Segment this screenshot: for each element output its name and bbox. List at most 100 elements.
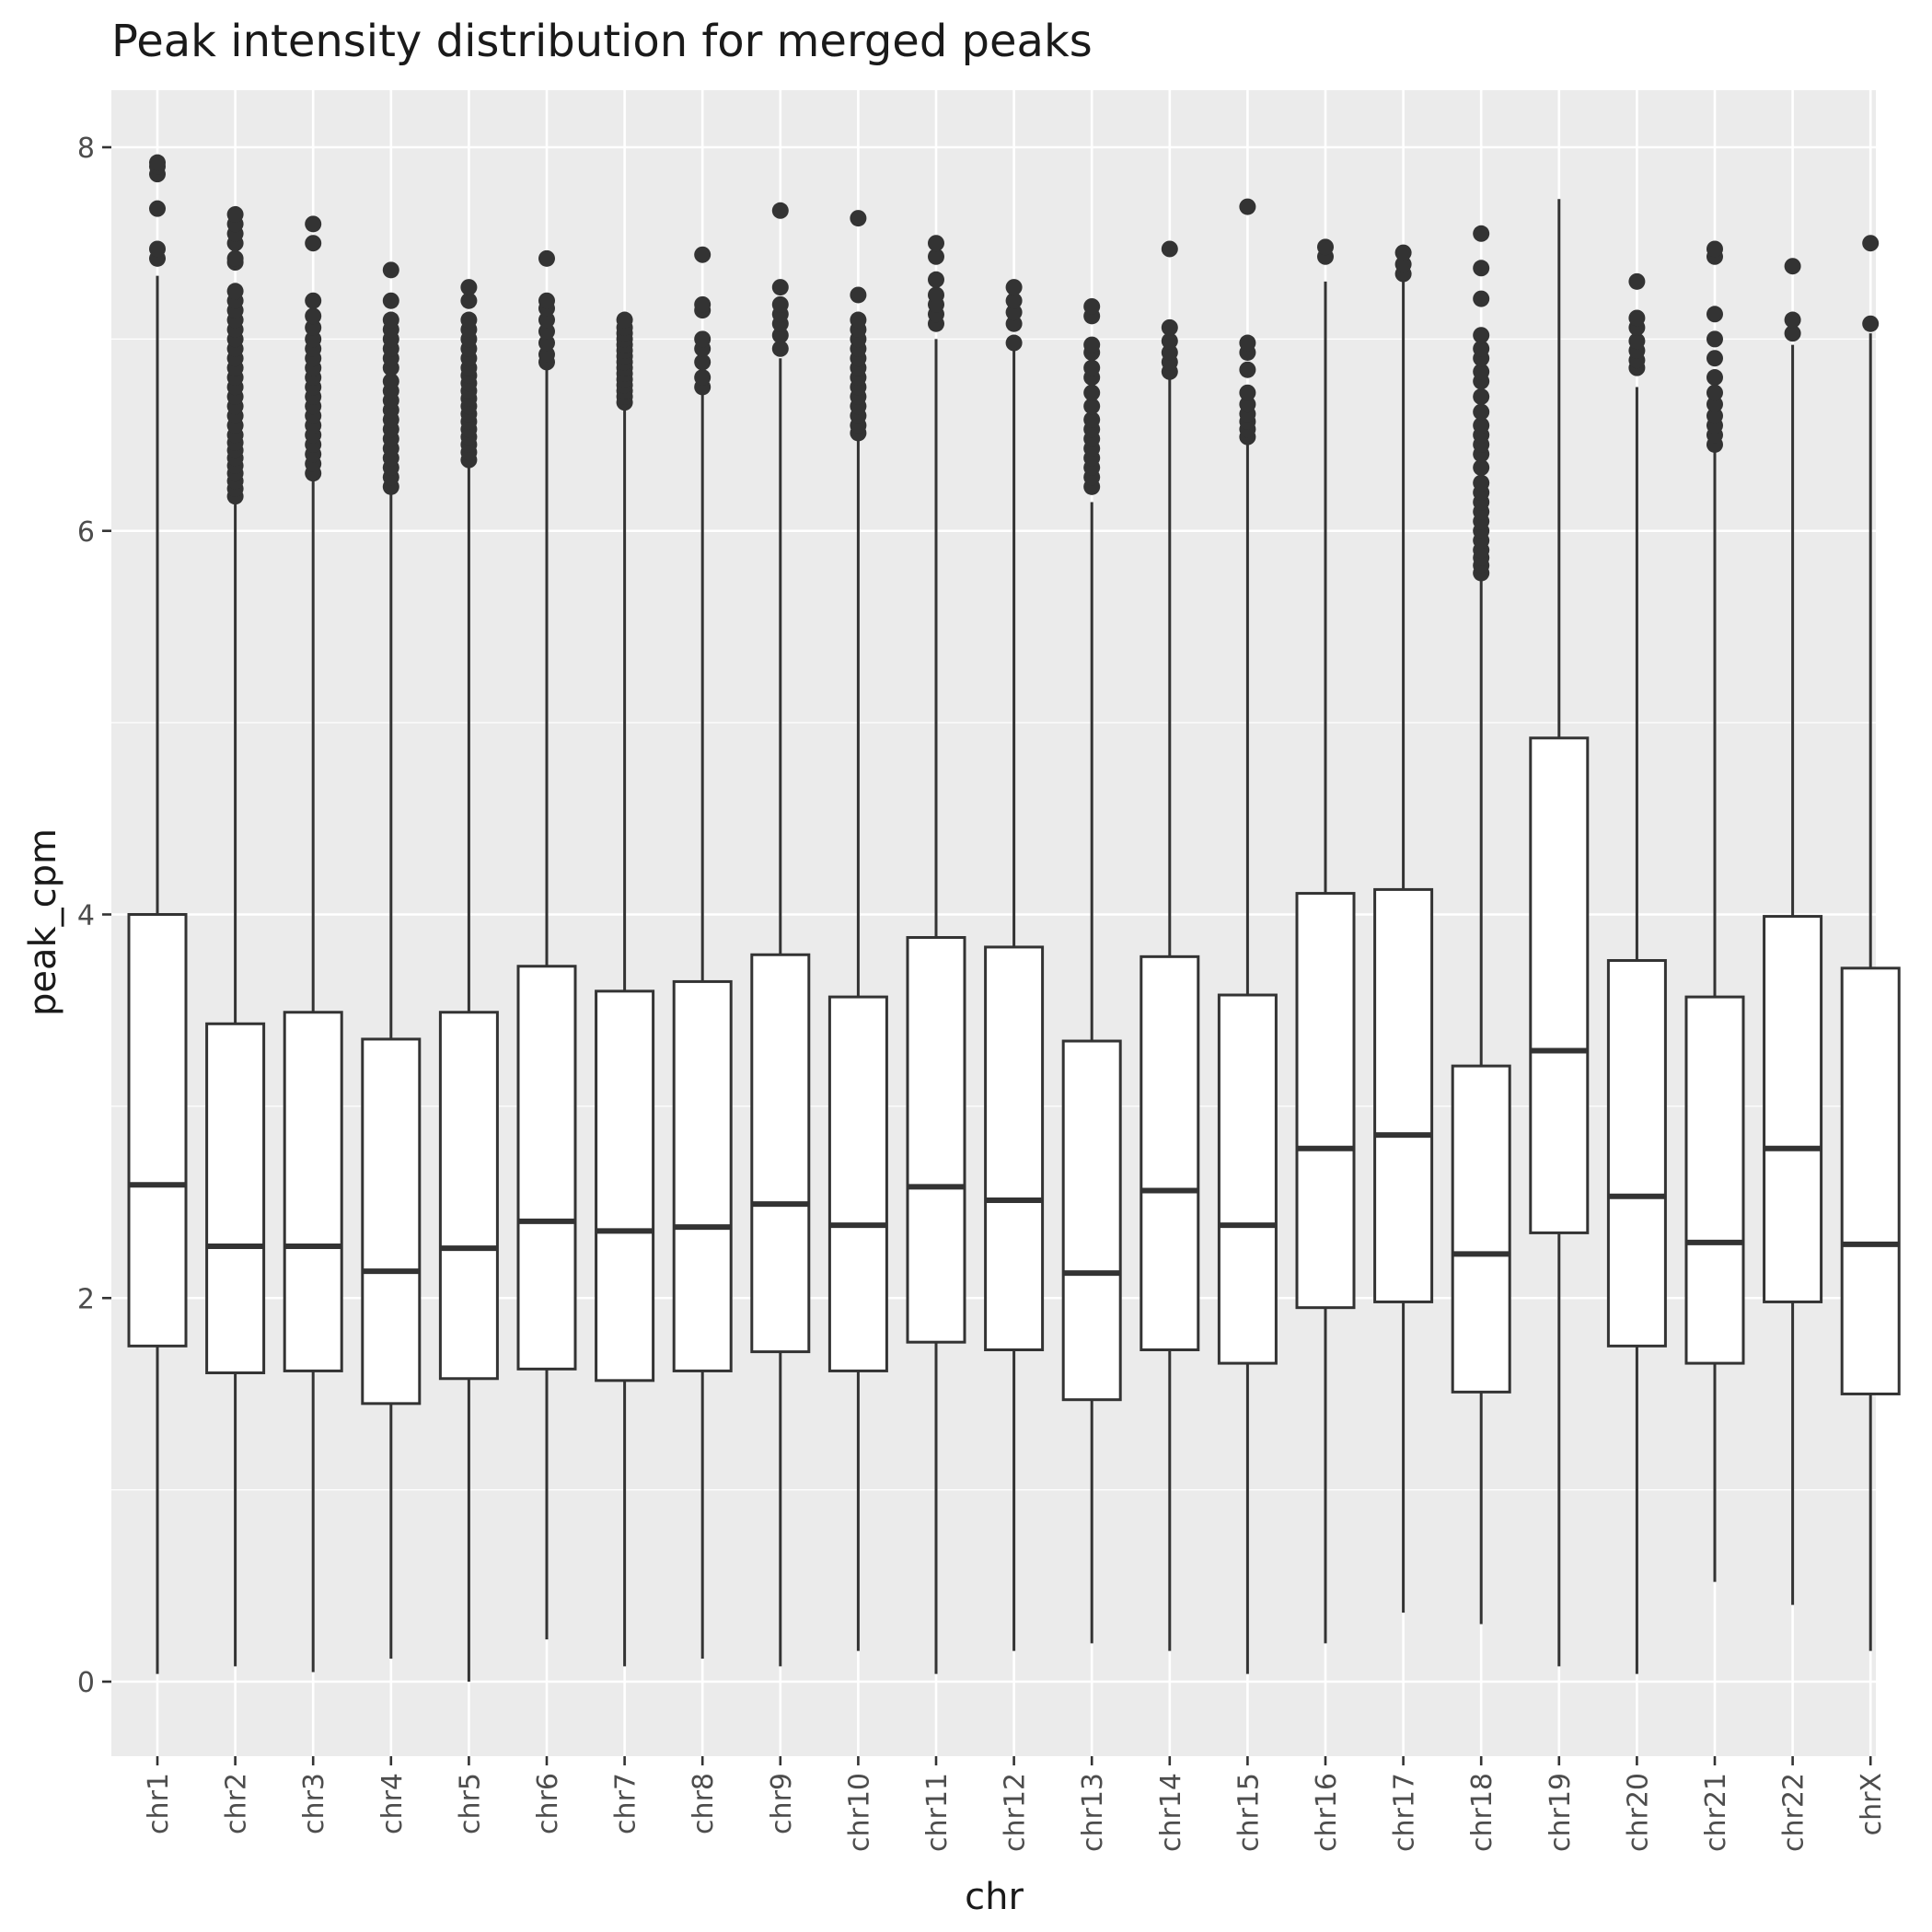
outlier-point [1005,334,1023,352]
outlier-point [771,279,789,296]
outlier-point [694,330,711,348]
outlier-point [538,323,555,341]
outlier-point [382,373,399,390]
outlier-point [538,292,555,309]
outlier-point [1706,350,1723,367]
box-chr8 [672,246,733,1659]
y-tick-label: 4 [77,900,95,932]
outlier-point [460,292,478,309]
outlier-point [1083,398,1101,415]
box-chr6 [516,249,577,1640]
outlier-point [1239,384,1256,401]
outlier-point [1473,260,1490,277]
box-chr15 [1217,198,1278,1674]
outlier-point [1628,309,1646,327]
outlier-point [1473,388,1490,405]
outlier-point [850,210,867,227]
box-chr17 [1373,244,1434,1613]
outlier-point [850,286,867,304]
x-tick-label: chr7 [610,1773,642,1834]
box-chr3 [283,215,343,1672]
box-chr21 [1684,240,1745,1582]
box-iqr [361,1037,422,1406]
outlier-point [1473,327,1490,344]
x-tick-label: chr13 [1077,1773,1109,1852]
outlier-point [1239,361,1256,378]
outlier-point [382,311,399,329]
outlier-point [771,202,789,219]
outlier-point [226,283,244,300]
outlier-point [305,307,322,325]
outlier-point [1161,343,1178,361]
outlier-point [771,340,789,357]
x-tick-label: chr3 [298,1773,330,1834]
outlier-point [1239,198,1256,215]
box-chr13 [1061,297,1122,1644]
box-chr2 [205,205,266,1667]
outlier-point [149,154,166,171]
x-axis-title: chr [965,1876,1024,1918]
outlier-point [1239,334,1256,352]
box-iqr [672,979,733,1372]
box-iqr [984,945,1045,1352]
outlier-point [850,311,867,329]
y-axis-title: peak_cpm [22,828,64,1016]
x-axis: chr1 chr2 chr3 chr4 chr5 chr6 chr7 chr8 chr9 chr1… [143,1756,1888,1852]
outlier-point [928,235,944,252]
box-iqr [205,1022,266,1375]
outlier-point [1706,330,1723,348]
box-iqr [1840,966,1901,1395]
y-tick-label: 8 [77,133,95,165]
box-chr12 [984,279,1045,1651]
outlier-point [1083,297,1101,315]
outlier-point [305,318,322,336]
chart-title: Peak intensity distribution for merged p… [111,16,1093,67]
box-iqr [827,995,888,1372]
box-chr9 [750,202,811,1667]
outlier-point [928,248,944,265]
box-iqr [1295,892,1356,1310]
outlier-point [149,240,166,258]
box-iqr [1684,995,1745,1365]
outlier-point [1706,306,1723,323]
outlier-point [1706,407,1723,424]
box-iqr [1140,954,1200,1352]
x-tick-label: chr2 [221,1773,253,1834]
box-iqr [283,1011,343,1372]
box-iqr [595,989,655,1382]
x-tick-label: chr18 [1466,1773,1498,1852]
outlier-point [694,353,711,371]
box-chr19 [1529,199,1590,1667]
x-tick-label: chr12 [1000,1773,1032,1852]
outlier-point [1005,279,1023,296]
box-chrX [1840,235,1901,1651]
x-tick-label: chr6 [532,1773,564,1834]
outlier-point [305,215,322,233]
x-tick-label: chr1 [143,1773,175,1834]
outlier-point [1083,336,1101,353]
outlier-point [1317,238,1334,256]
box-iqr [1061,1039,1122,1402]
y-tick-label: 2 [77,1283,95,1315]
outlier-point [1473,363,1490,380]
x-tick-label: chr22 [1778,1773,1811,1852]
box-series [127,154,1901,1682]
x-tick-label: chr21 [1700,1773,1732,1852]
box-chr1 [127,154,188,1674]
outlier-point [538,249,555,267]
box-chr5 [438,279,499,1682]
outlier-point [1161,332,1178,350]
box-chr14 [1140,240,1200,1651]
box-chr7 [595,311,655,1667]
box-iqr [438,1011,499,1381]
plot-panel [111,90,1876,1756]
x-tick-label: chr16 [1311,1773,1343,1852]
outlier-point [1394,256,1412,273]
outlier-point [1083,359,1101,376]
outlier-point [1239,396,1256,413]
outlier-point [1394,244,1412,261]
x-tick-label: chrX [1856,1773,1888,1835]
x-tick-label: chr10 [843,1773,875,1852]
box-iqr [906,936,966,1344]
box-iqr [1529,736,1590,1234]
